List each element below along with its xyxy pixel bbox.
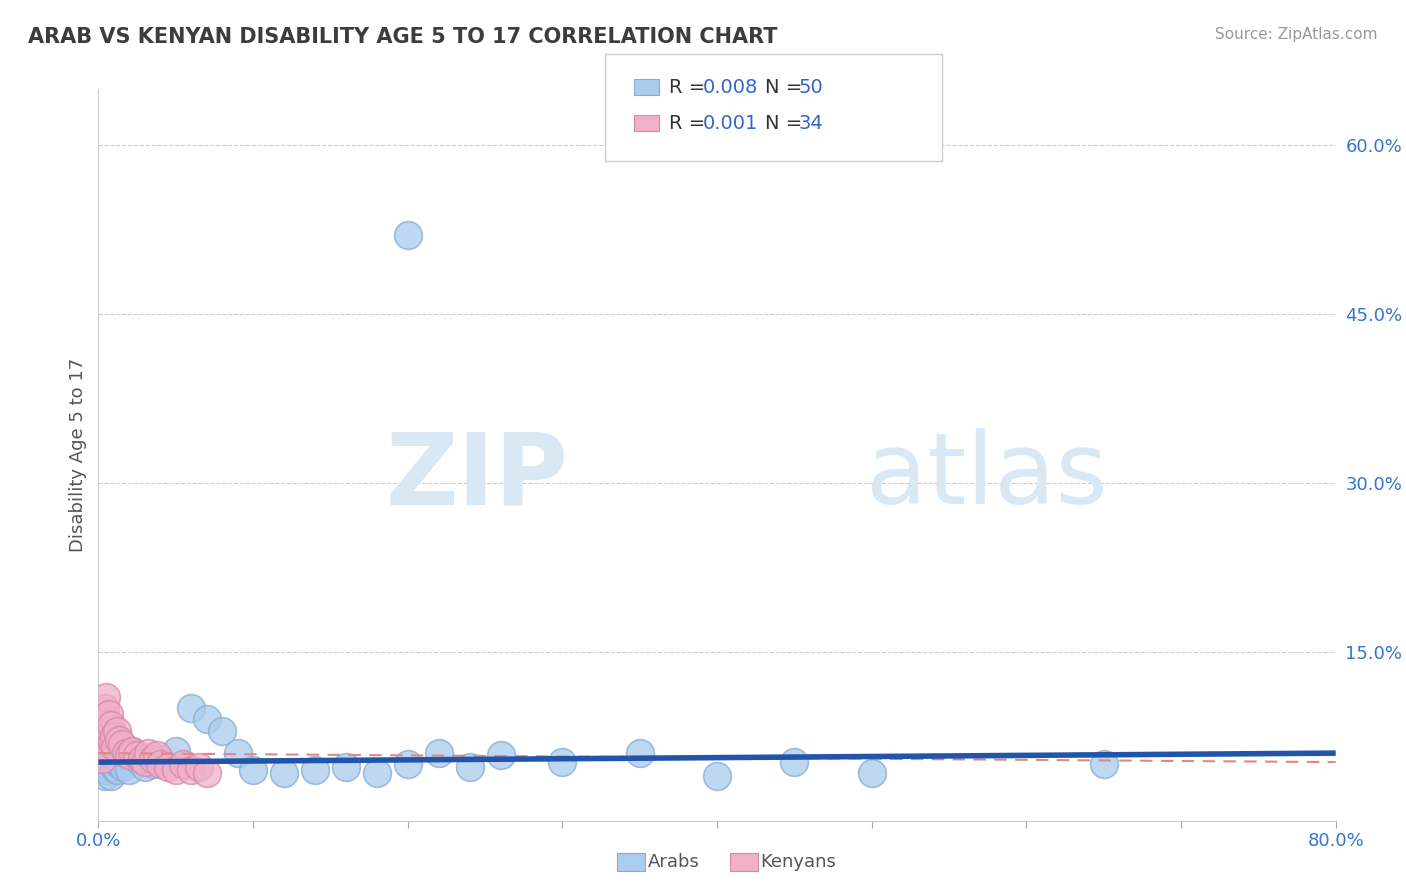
Point xyxy=(118,748,141,763)
Text: Arabs: Arabs xyxy=(648,853,700,871)
Text: 50: 50 xyxy=(799,78,824,97)
Point xyxy=(157,759,180,773)
Point xyxy=(121,744,143,758)
Text: ARAB VS KENYAN DISABILITY AGE 5 TO 17 CORRELATION CHART: ARAB VS KENYAN DISABILITY AGE 5 TO 17 CO… xyxy=(28,27,778,46)
Point xyxy=(90,759,112,773)
Point xyxy=(96,723,118,738)
Text: N =: N = xyxy=(765,78,808,97)
Point xyxy=(96,748,118,763)
Point xyxy=(90,752,112,766)
Point xyxy=(396,757,419,772)
Point xyxy=(165,763,187,777)
Point xyxy=(104,752,127,766)
Text: N =: N = xyxy=(765,113,808,133)
Point xyxy=(173,757,195,772)
Point xyxy=(149,752,172,766)
Point xyxy=(91,718,114,732)
Text: Kenyans: Kenyans xyxy=(761,853,837,871)
Point xyxy=(118,763,141,777)
Text: 0.001: 0.001 xyxy=(703,113,758,133)
Point xyxy=(427,746,450,760)
Point xyxy=(101,748,124,763)
Point xyxy=(121,744,143,758)
Text: ZIP: ZIP xyxy=(385,428,568,525)
Point xyxy=(98,759,121,773)
Point xyxy=(103,759,125,773)
Point xyxy=(93,701,115,715)
Point xyxy=(111,737,134,751)
Point xyxy=(458,759,481,773)
Point xyxy=(96,763,118,777)
Point xyxy=(366,766,388,780)
Point xyxy=(115,748,138,763)
Point xyxy=(105,763,128,777)
Point xyxy=(146,748,169,763)
Point xyxy=(115,746,138,760)
Point xyxy=(111,755,134,769)
Point xyxy=(98,706,121,721)
Point xyxy=(103,729,125,743)
Point xyxy=(97,757,120,772)
Point xyxy=(107,757,129,772)
Point xyxy=(90,746,112,760)
Point xyxy=(628,746,651,760)
Point xyxy=(89,752,111,766)
Point xyxy=(134,755,156,769)
Point xyxy=(188,759,211,773)
Point xyxy=(127,752,149,766)
Point xyxy=(90,729,112,743)
Point xyxy=(131,752,153,766)
Text: 34: 34 xyxy=(799,113,824,133)
Point xyxy=(551,755,574,769)
Point xyxy=(93,769,115,783)
Point xyxy=(97,729,120,743)
Point xyxy=(127,748,149,763)
Point xyxy=(211,723,233,738)
Point xyxy=(195,766,218,780)
Point xyxy=(396,228,419,243)
Point xyxy=(107,732,129,747)
Point xyxy=(100,755,122,769)
Point xyxy=(134,759,156,773)
Point xyxy=(180,701,202,715)
Point xyxy=(100,769,122,783)
Point xyxy=(489,748,512,763)
Point xyxy=(136,746,159,760)
Point xyxy=(180,763,202,777)
Point xyxy=(98,752,121,766)
Point xyxy=(89,746,111,760)
Point xyxy=(149,757,172,772)
Point xyxy=(91,740,114,755)
Point xyxy=(91,706,114,721)
Point xyxy=(93,752,115,766)
Point xyxy=(97,744,120,758)
Y-axis label: Disability Age 5 to 17: Disability Age 5 to 17 xyxy=(69,358,87,552)
Point xyxy=(112,759,135,773)
Point xyxy=(100,718,122,732)
Point xyxy=(93,712,115,726)
Point xyxy=(242,763,264,777)
Text: Source: ZipAtlas.com: Source: ZipAtlas.com xyxy=(1215,27,1378,42)
Text: 0.008: 0.008 xyxy=(703,78,758,97)
Point xyxy=(1092,757,1115,772)
Point xyxy=(335,759,357,773)
Point xyxy=(706,769,728,783)
Point xyxy=(104,740,127,755)
Point xyxy=(226,746,249,760)
Point xyxy=(105,723,128,738)
Point xyxy=(142,752,165,766)
Point xyxy=(101,735,124,749)
Point xyxy=(273,766,295,780)
Point xyxy=(195,712,218,726)
Point xyxy=(783,755,806,769)
Point xyxy=(165,744,187,758)
Text: atlas: atlas xyxy=(866,428,1107,525)
Point xyxy=(142,757,165,772)
Point xyxy=(304,763,326,777)
Text: R =: R = xyxy=(669,113,711,133)
Text: R =: R = xyxy=(669,78,711,97)
Point xyxy=(96,690,118,704)
Point xyxy=(860,766,883,780)
Point xyxy=(91,755,114,769)
